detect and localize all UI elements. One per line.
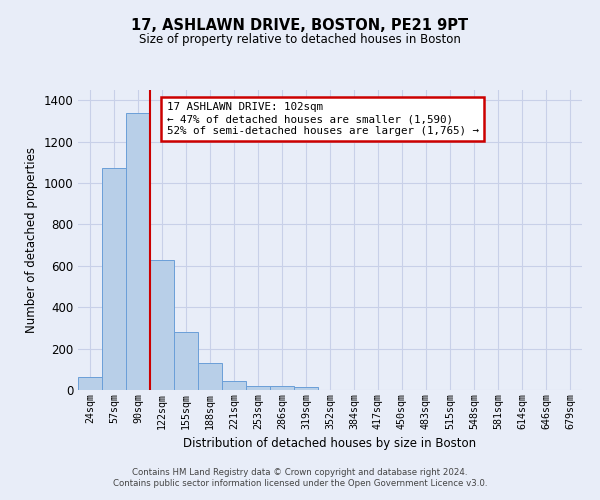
Bar (78, 377, 102, 390)
Bar (294, 387, 318, 390)
X-axis label: Distribution of detached houses by size in Boston: Distribution of detached houses by size … (184, 437, 476, 450)
Bar (246, 386, 270, 390)
Bar (174, 332, 198, 390)
Bar (126, 113, 150, 390)
Bar (150, 260, 174, 390)
Text: Size of property relative to detached houses in Boston: Size of property relative to detached ho… (139, 32, 461, 46)
Text: 17 ASHLAWN DRIVE: 102sqm
← 47% of detached houses are smaller (1,590)
52% of sem: 17 ASHLAWN DRIVE: 102sqm ← 47% of detach… (167, 102, 479, 136)
Bar (198, 363, 222, 390)
Text: 17, ASHLAWN DRIVE, BOSTON, PE21 9PT: 17, ASHLAWN DRIVE, BOSTON, PE21 9PT (131, 18, 469, 32)
Bar (222, 380, 246, 390)
Bar (270, 386, 294, 390)
Text: Contains HM Land Registry data © Crown copyright and database right 2024.
Contai: Contains HM Land Registry data © Crown c… (113, 468, 487, 487)
Y-axis label: Number of detached properties: Number of detached properties (25, 147, 38, 333)
Bar (102, 168, 126, 390)
